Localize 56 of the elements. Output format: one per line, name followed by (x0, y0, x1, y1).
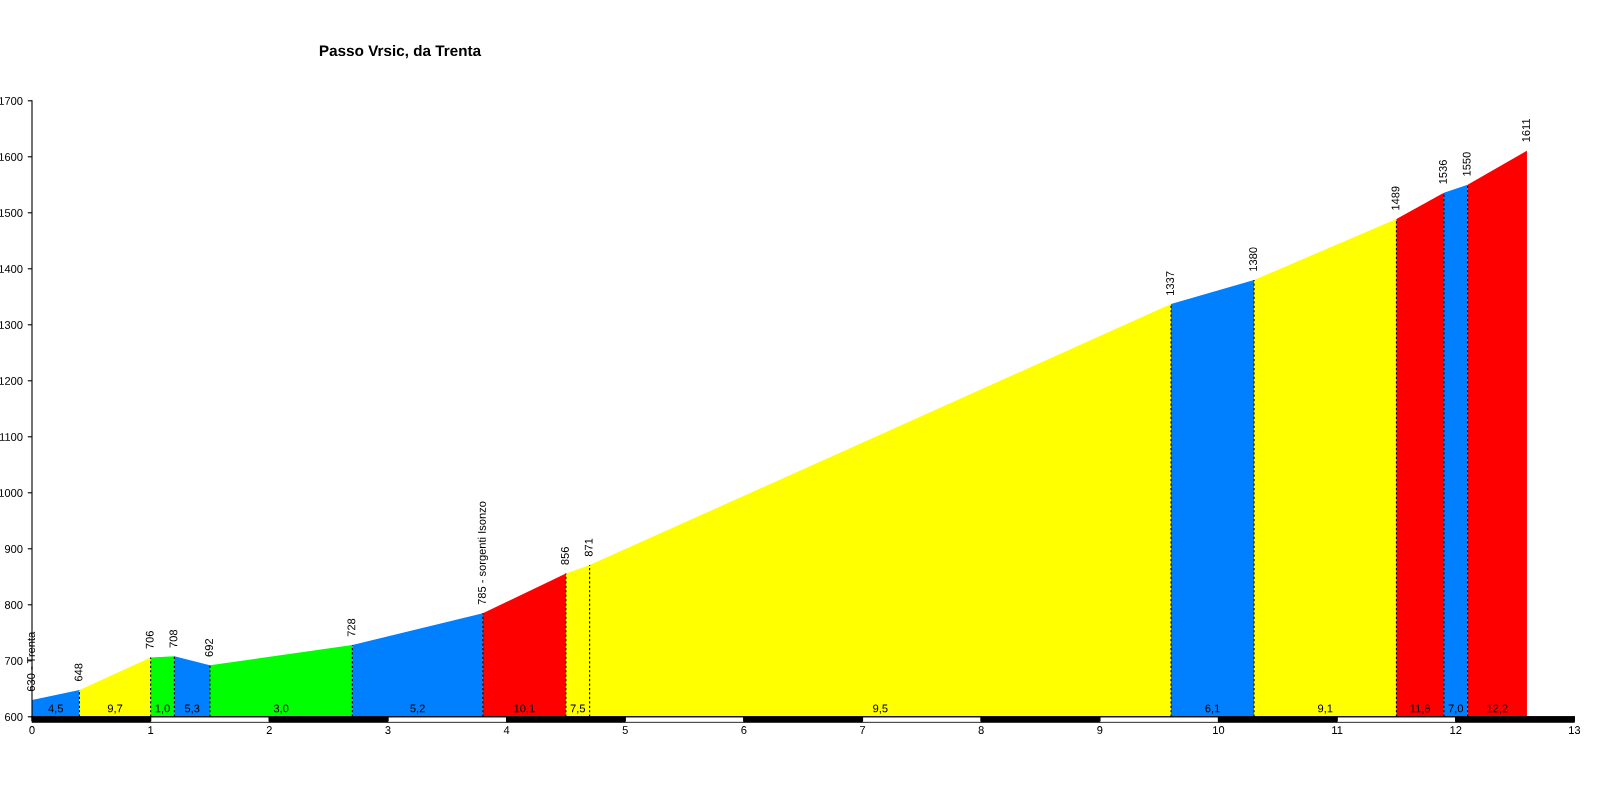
annotation: 3,0 (273, 704, 289, 714)
annotation: 6,1 (1205, 704, 1220, 714)
x-tick-label: 1 (148, 726, 154, 734)
annotation: 728 (347, 618, 356, 637)
annotation: 1380 (1249, 247, 1258, 271)
annotation: 1,0 (155, 704, 170, 714)
annotation: 871 (584, 538, 593, 557)
y-tick-label: 1200 (0, 377, 23, 385)
x-tick-label: 13 (1569, 726, 1581, 734)
y-tick-label: 1000 (0, 489, 23, 497)
y-tick-label: 1600 (0, 153, 23, 161)
annotation: 7,0 (1448, 704, 1464, 714)
annotation: 785 - sorgenti Isonzo (477, 501, 489, 605)
annotation: 708 (169, 629, 178, 648)
annotation: 5,2 (410, 704, 425, 714)
x-tick-label: 11 (1332, 726, 1343, 734)
x-tick-label: 0 (29, 726, 35, 734)
annotation: 1489 (1391, 186, 1400, 210)
x-tick-label: 3 (385, 726, 391, 734)
y-tick-label: 1300 (0, 321, 23, 329)
annotation: 706 (145, 631, 154, 649)
annotation: 4,5 (48, 704, 63, 714)
y-tick-label: 1500 (0, 209, 23, 217)
y-tick-label: 900 (4, 545, 23, 553)
annotation: 9,5 (873, 704, 888, 714)
annotation: 1611 (1522, 118, 1530, 142)
x-tick-label: 9 (1097, 726, 1103, 734)
annotation: 9,1 (1318, 704, 1333, 714)
x-tick-label: 6 (741, 726, 747, 734)
y-tick-label: 800 (4, 601, 23, 609)
chart-title: Passo Vrsic, da Trenta (319, 44, 482, 59)
annotation: 1337 (1166, 271, 1174, 295)
annotation: 1550 (1462, 152, 1471, 176)
annotation: 692 (205, 638, 213, 657)
annotation: 648 (74, 663, 83, 682)
x-tick-label: 12 (1450, 726, 1462, 734)
annotation: 12,2 (1487, 704, 1508, 714)
annotation: 9,7 (107, 704, 123, 714)
y-tick-label: 1400 (0, 265, 23, 273)
x-tick-label: 7 (860, 726, 866, 734)
annotation: 7,5 (570, 704, 586, 714)
y-tick-label: 700 (5, 657, 23, 665)
annotation: 1536 (1439, 160, 1447, 184)
annotation: 856 (561, 547, 569, 565)
x-tick-label: 10 (1213, 726, 1225, 734)
y-tick-label: 1700 (0, 97, 23, 105)
x-tick-label: 5 (622, 726, 628, 734)
annotation: 11,8 (1410, 704, 1431, 714)
annotation: 5,3 (184, 704, 200, 714)
x-tick-label: 4 (503, 726, 510, 734)
y-tick-label: 1100 (0, 433, 23, 441)
x-tick-label: 8 (978, 726, 984, 734)
x-tick-label: 2 (266, 726, 272, 734)
annotation: 10,1 (514, 704, 535, 714)
annotation: 630 - Trenta (27, 631, 35, 692)
y-tick-label: 600 (5, 713, 23, 721)
